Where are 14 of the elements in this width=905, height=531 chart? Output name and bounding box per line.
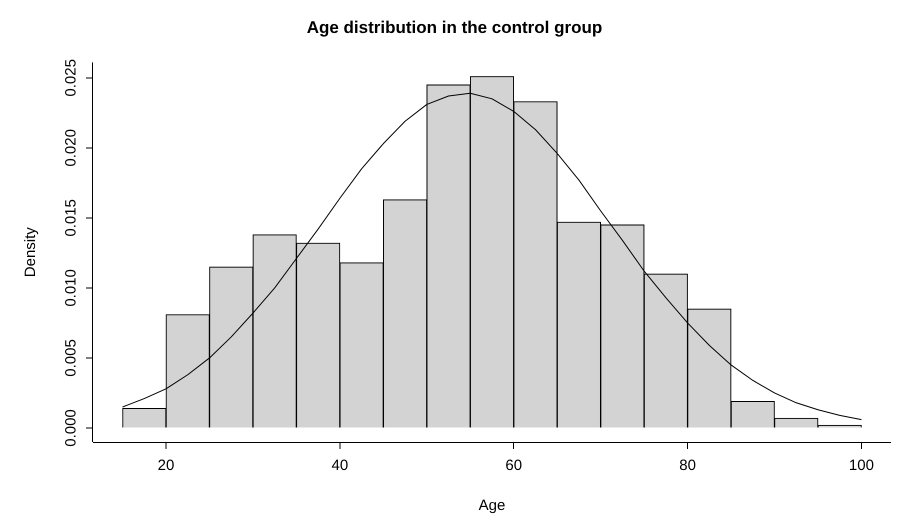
x-tick-label: 80 [679,457,696,474]
y-tick-label: 0.000 [62,409,80,447]
y-tick-label: 0.020 [62,129,80,167]
chart-title: Age distribution in the control group [306,18,602,37]
x-axis-title: Age [478,497,506,514]
x-tick-label: 20 [158,457,174,474]
y-tick-label: 0.025 [62,59,80,97]
y-axis-title: Density [22,226,40,278]
y-tick-label: 0.005 [62,339,80,377]
x-tick-label: 60 [505,457,522,474]
x-tick-label: 100 [848,457,874,474]
y-tick-label: 0.015 [62,199,80,237]
x-tick-label: 40 [332,457,348,474]
y-tick-label: 0.010 [62,269,80,307]
